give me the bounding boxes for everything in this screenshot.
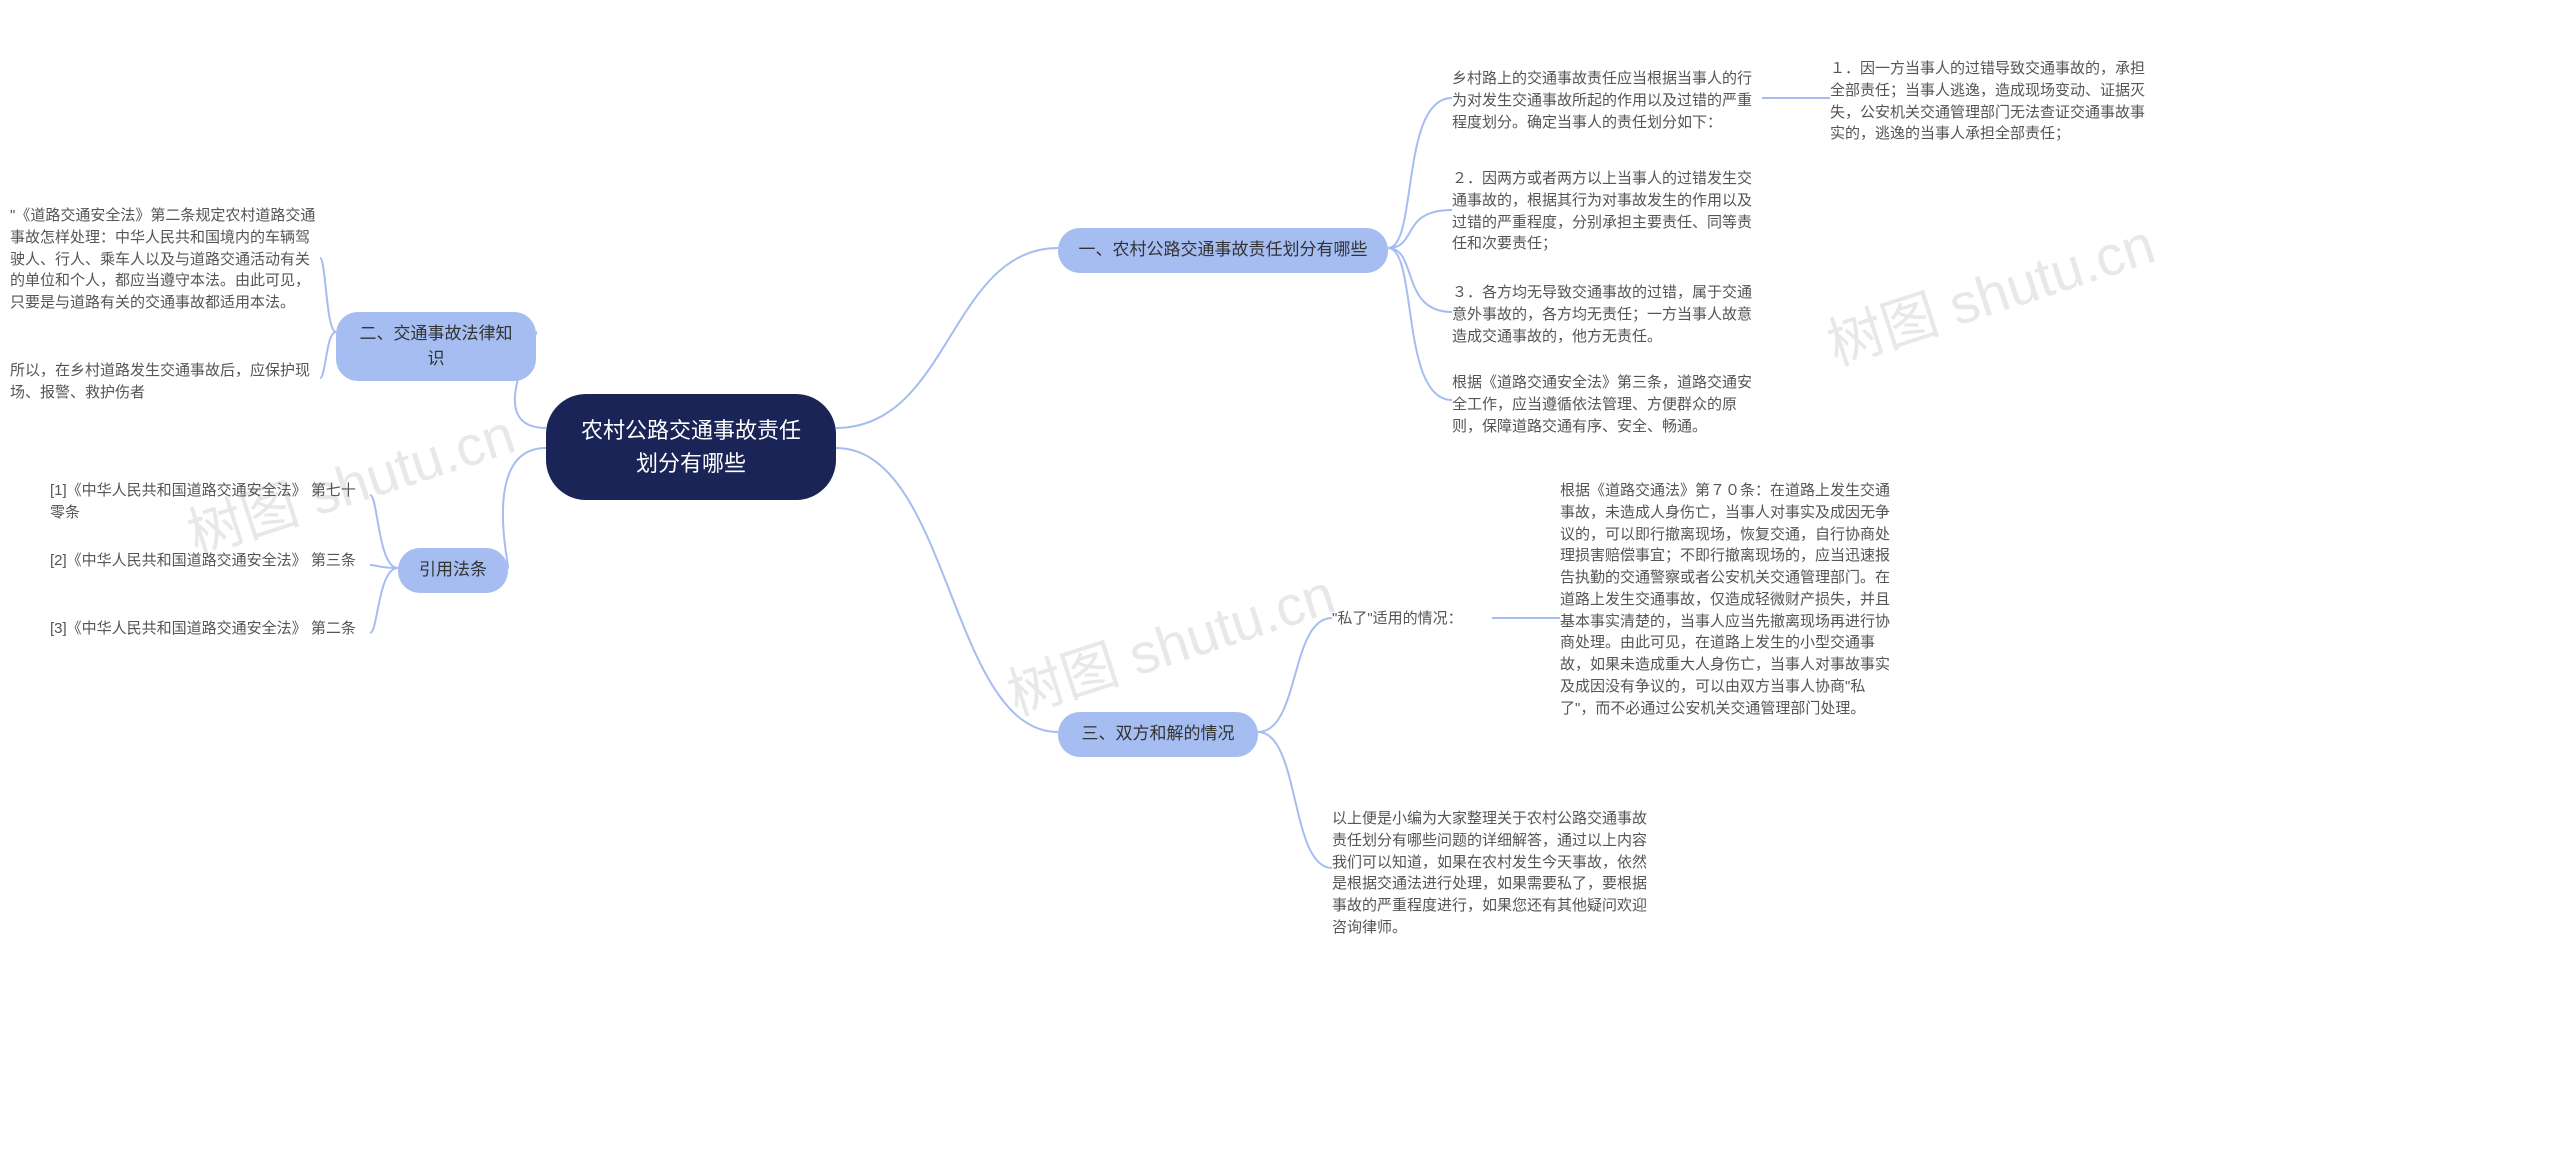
leaf-node: １．因一方当事人的过错导致交通事故的，承担全部责任；当事人逃逸，造成现场变动、证… <box>1830 58 2150 145</box>
leaf-node: "私了"适用的情况： <box>1332 608 1492 630</box>
leaf-node: ３．各方均无导致交通事故的过错，属于交通意外事故的，各方均无责任；一方当事人故意… <box>1452 282 1762 347</box>
watermark: 树图 shutu.cn <box>1816 200 2164 382</box>
leaf-node: ２．因两方或者两方以上当事人的过错发生交通事故的，根据其行为对事故发生的作用以及… <box>1452 168 1762 255</box>
connector-layer <box>0 0 2560 1151</box>
branch-node-3[interactable]: 三、双方和解的情况 <box>1058 712 1258 757</box>
leaf-node: 根据《道路交通安全法》第三条，道路交通安全工作，应当遵循依法管理、方便群众的原则… <box>1452 372 1762 437</box>
leaf-node: 以上便是小编为大家整理关于农村公路交通事故责任划分有哪些问题的详细解答，通过以上… <box>1332 808 1652 939</box>
leaf-node: "《道路交通安全法》第二条规定农村道路交通事故怎样处理：中华人民共和国境内的车辆… <box>10 205 320 314</box>
leaf-node: 乡村路上的交通事故责任应当根据当事人的行为对发生交通事故所起的作用以及过错的严重… <box>1452 68 1762 133</box>
leaf-node: [2]《中华人民共和国道路交通安全法》 第三条 <box>50 550 360 572</box>
leaf-node: 所以，在乡村道路发生交通事故后，应保护现场、报警、救护伤者 <box>10 360 320 404</box>
leaf-node: [1]《中华人民共和国道路交通安全法》 第七十零条 <box>50 480 360 524</box>
branch-node-4[interactable]: 引用法条 <box>398 548 508 593</box>
leaf-node: 根据《道路交通法》第７０条：在道路上发生交通事故，未造成人身伤亡，当事人对事实及… <box>1560 480 1890 719</box>
leaf-node: [3]《中华人民共和国道路交通安全法》 第二条 <box>50 618 360 640</box>
watermark: 树图 shutu.cn <box>996 550 1344 732</box>
branch-node-1[interactable]: 一、农村公路交通事故责任划分有哪些 <box>1058 228 1388 273</box>
root-node[interactable]: 农村公路交通事故责任划分有哪些 <box>546 394 836 500</box>
branch-node-2[interactable]: 二、交通事故法律知识 <box>336 312 536 381</box>
